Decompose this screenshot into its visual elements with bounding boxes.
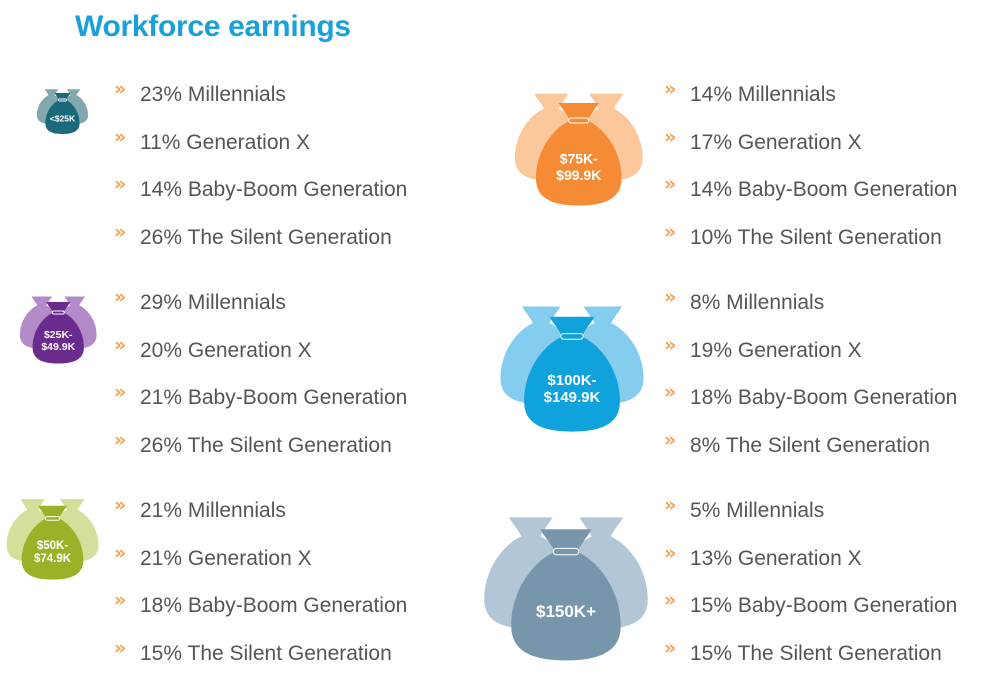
list-item-text: 18% Baby-Boom Generation [140,594,408,617]
double-chevron-icon: » [114,381,127,403]
money-bags-graphic: $25K-$49.9K [19,295,97,363]
list-item-text: 15% The Silent Generation [140,641,392,665]
list-item-text: 19% Generation X [690,338,862,362]
double-chevron-icon: » [114,494,127,516]
list-item-text: 15% Baby-Boom Generation [690,594,958,617]
double-chevron-icon: » [114,428,127,451]
bag-tie [51,310,65,314]
main-bag [511,529,621,661]
list-item-text: 8% The Silent Generation [690,433,931,457]
main-bag [32,301,84,363]
bag-label-line: $74.9K [33,553,71,565]
double-chevron-icon: » [664,173,677,195]
bag-label-line: $75K- [560,150,598,166]
money-bags-icon: $100K- $149.9K [495,300,649,440]
bag-tie [57,98,67,102]
double-chevron-icon: » [664,125,677,148]
double-chevron-icon: » [664,286,677,308]
bag-label-line: $49.9K [41,340,75,352]
bag-tie [552,547,580,556]
list-item-text: 23% Millennials [140,83,286,106]
list-item-text: 14% Millennials [690,83,836,106]
list-item-text: 20% Generation X [140,338,312,362]
bag-label-line: $50K- [36,540,67,552]
bag-tie [44,516,60,521]
money-bags-graphic: $100K-$149.9K [500,306,644,432]
double-chevron-icon: » [114,125,127,148]
money-bags-icon: $75K- $99.9K [510,88,648,213]
bag-label-line: $149.9K [544,389,601,406]
bag-tie [568,117,590,123]
main-bag [524,316,620,432]
double-chevron-icon: » [114,636,127,659]
double-chevron-icon: » [114,541,127,564]
main-bag [536,102,622,205]
list-item-text: 15% The Silent Generation [690,641,942,665]
money-bags-icon: $25K- $49.9K [17,293,100,368]
list-item-text: 17% Generation X [690,130,862,154]
bag-tie [560,333,584,340]
double-chevron-icon: » [114,589,127,611]
list-item-text: 14% Baby-Boom Generation [140,178,408,201]
double-chevron-icon: » [114,220,127,243]
money-bags-graphic: <$25K [36,89,88,134]
bag-label-line: $150K+ [536,602,596,621]
main-bag [21,505,83,580]
list-item-text: 18% Baby-Boom Generation [690,386,958,409]
main-bag [44,93,80,134]
double-chevron-icon: » [664,220,677,243]
money-bags-graphic: $50K-$74.9K [6,499,98,580]
double-chevron-icon: » [114,78,127,100]
list-item-text: 21% Millennials [140,499,286,522]
double-chevron-icon: » [664,78,677,100]
bag-label-line: <$25K [49,113,75,123]
double-chevron-icon: » [664,428,677,451]
money-bags-icon: $150K+ [478,510,654,670]
double-chevron-icon: » [114,173,127,195]
list-item-text: 5% Millennials [690,499,825,522]
bag-label-line: $25K- [44,328,73,340]
list-item-text: 11% Generation X [140,130,311,154]
money-bags-icon: <$25K [35,87,90,137]
list-item-text: 21% Baby-Boom Generation [140,386,408,409]
list-item-text: 10% The Silent Generation [690,225,942,249]
list-item-text: 8% Millennials [690,291,825,314]
money-bags-graphic: $150K+ [484,517,648,661]
list-item-text: 21% Generation X [140,546,312,570]
bag-label-line: $100K- [547,372,596,389]
bag-label-line: $99.9K [556,166,601,182]
double-chevron-icon: » [114,333,127,356]
list-item-text: 14% Baby-Boom Generation [690,178,958,201]
page-title: Workforce earnings [75,10,351,43]
double-chevron-icon: » [664,494,677,516]
money-bags-graphic: $75K-$99.9K [515,93,643,205]
double-chevron-icon: » [664,333,677,356]
money-bags-icon: $50K- $74.9K [3,495,102,585]
double-chevron-icon: » [664,589,677,611]
double-chevron-icon: » [664,381,677,403]
list-item-text: 26% The Silent Generation [140,433,392,457]
list-item-text: 29% Millennials [140,291,286,314]
double-chevron-icon: » [664,541,677,564]
list-item-text: 13% Generation X [690,546,862,570]
list-item-text: 26% The Silent Generation [140,225,392,249]
double-chevron-icon: » [664,636,677,659]
double-chevron-icon: » [114,286,127,308]
